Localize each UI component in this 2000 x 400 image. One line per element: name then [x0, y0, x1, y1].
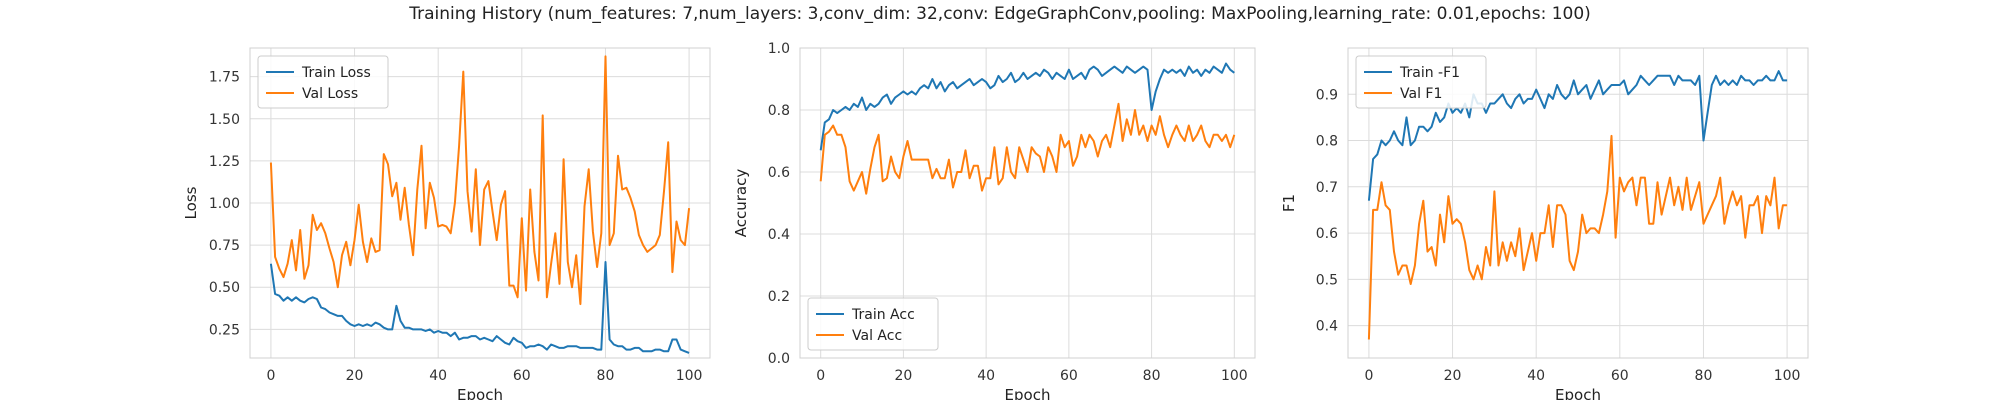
f1-y-tick-label: 0.4 — [1316, 319, 1338, 335]
loss-x-tick-label: 100 — [676, 368, 703, 384]
accuracy-series-line-train — [819, 62, 1235, 151]
accuracy-legend-label-train: Train Acc — [851, 307, 915, 323]
f1-x-tick-label: 0 — [1364, 368, 1373, 384]
f1-x-tick-label: 80 — [1695, 368, 1713, 384]
accuracy-legend-box — [807, 297, 939, 351]
loss-series-line-train — [269, 261, 690, 354]
loss-y-tick-label: 1.25 — [209, 154, 240, 170]
f1-x-axis-label: Epoch — [1555, 386, 1601, 400]
loss-y-tick-label: 1.50 — [209, 112, 240, 128]
f1-y-tick-label: 0.7 — [1316, 180, 1338, 196]
f1-plot-frame — [1347, 47, 1809, 359]
f1-series-line-val — [1367, 134, 1788, 340]
loss-y-tick-label: 0.25 — [209, 322, 240, 338]
accuracy-y-tick-label: 0.8 — [768, 103, 790, 119]
loss-x-tick-label: 20 — [346, 368, 364, 384]
f1-legend-box — [1355, 55, 1487, 109]
accuracy-plot-frame — [799, 47, 1256, 359]
f1-y-tick-label: 0.8 — [1316, 134, 1338, 150]
loss-panel: 0 20 40 60 80 100 0.25 0.50 0.75 1.00 1.25 1.50 1.75… — [182, 47, 711, 400]
accuracy-y-axis-label: Accuracy — [732, 169, 750, 238]
f1-legend-label-val: Val F1 — [1400, 86, 1442, 102]
loss-y-axis-label: Loss — [182, 186, 200, 219]
f1-x-tick-label: 60 — [1611, 368, 1629, 384]
figure-title: Training History (num_features: 7,num_la… — [409, 4, 1591, 24]
f1-x-tick-label: 40 — [1527, 368, 1545, 384]
accuracy-panel: 0 20 40 60 80 100 0.0 0.2 0.4 0.6 0.8 1.0 Epoch Accur… — [732, 41, 1256, 400]
f1-x-tick-label: 100 — [1774, 368, 1801, 384]
accuracy-y-tick-label: 1.0 — [768, 41, 790, 57]
loss-x-tick-label: 80 — [597, 368, 615, 384]
accuracy-legend: Train Acc Val Acc — [807, 297, 939, 351]
accuracy-y-tick-label: 0.6 — [768, 165, 790, 181]
accuracy-y-tick-label: 0.2 — [768, 289, 790, 305]
f1-x-tick-label: 20 — [1444, 368, 1462, 384]
loss-legend-label-train: Train Loss — [301, 65, 371, 81]
loss-plot-frame — [249, 47, 711, 359]
loss-y-tick-label: 1.00 — [209, 196, 240, 212]
loss-x-tick-label: 0 — [266, 368, 275, 384]
loss-legend-label-val: Val Loss — [302, 86, 358, 102]
f1-y-tick-label: 0.9 — [1316, 87, 1338, 103]
f1-legend: Train -F1 Val F1 — [1355, 55, 1487, 109]
loss-legend: Train Loss Val Loss — [257, 55, 389, 109]
accuracy-legend-label-val: Val Acc — [852, 328, 902, 344]
accuracy-y-tick-label: 0.4 — [768, 227, 790, 243]
loss-x-axis-label: Epoch — [457, 386, 503, 400]
accuracy-x-tick-label: 80 — [1143, 368, 1161, 384]
f1-y-axis-label: F1 — [1280, 194, 1298, 212]
f1-y-tick-label: 0.5 — [1316, 272, 1338, 288]
accuracy-y-tick-label: 0.0 — [768, 351, 790, 367]
accuracy-x-axis-label: Epoch — [1005, 386, 1051, 400]
f1-y-tick-label: 0.6 — [1316, 226, 1338, 242]
loss-y-tick-label: 0.50 — [209, 280, 240, 296]
loss-x-tick-label: 40 — [429, 368, 447, 384]
loss-y-tick-label: 0.75 — [209, 238, 240, 254]
accuracy-x-tick-label: 100 — [1221, 368, 1248, 384]
accuracy-x-tick-label: 40 — [977, 368, 995, 384]
loss-legend-box — [257, 55, 389, 109]
f1-legend-label-train: Train -F1 — [1399, 65, 1460, 81]
accuracy-x-tick-label: 20 — [894, 368, 912, 384]
f1-panel: 0 20 40 60 80 100 0.4 0.5 0.6 0.7 0.8 0.9 Epoch F1 Tra… — [1280, 47, 1809, 400]
accuracy-x-tick-label: 0 — [816, 368, 825, 384]
accuracy-x-tick-label: 60 — [1060, 368, 1078, 384]
accuracy-series-line-val — [819, 102, 1236, 195]
f1-series-line-train — [1367, 70, 1788, 201]
loss-y-tick-label: 1.75 — [209, 70, 240, 86]
loss-series-line-val — [269, 55, 691, 306]
loss-x-tick-label: 60 — [513, 368, 531, 384]
